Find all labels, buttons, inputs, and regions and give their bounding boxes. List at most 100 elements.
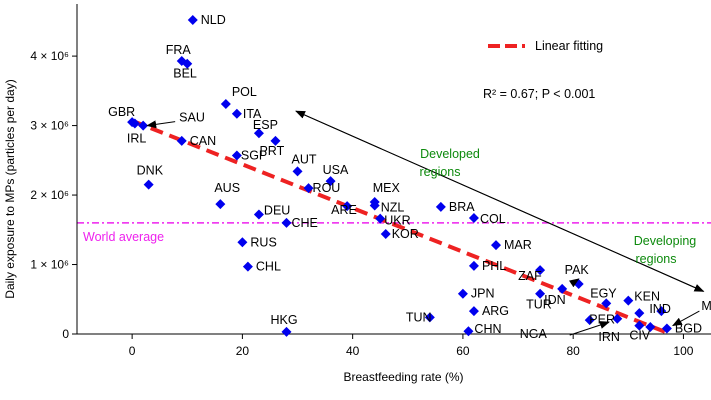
- point-label: TUN: [406, 310, 432, 324]
- point-label: POL: [232, 85, 257, 99]
- developing-label-2: regions: [636, 252, 677, 266]
- point-label: FRA: [166, 43, 192, 57]
- developed-label: Developed: [420, 147, 480, 161]
- fit-stats: R² = 0.67; P < 0.001: [483, 87, 595, 101]
- trend-arrow-reverse: [295, 110, 704, 292]
- point-label: COL: [480, 212, 506, 226]
- sau-leader-arrow: [146, 120, 176, 129]
- point-label: DNK: [137, 164, 164, 178]
- data-point-tun: [424, 312, 435, 323]
- point-label: NLD: [201, 13, 226, 27]
- point-label: HKG: [270, 313, 297, 327]
- point-label: IND: [649, 302, 671, 316]
- developing-label: Developing: [634, 234, 697, 248]
- data-point-nga: [584, 315, 595, 326]
- point-label: SAU: [179, 111, 205, 125]
- data-point-civ: [634, 320, 645, 331]
- world-average-label: World average: [83, 230, 164, 244]
- point-label: RUS: [250, 235, 276, 249]
- data-point-zaf: [535, 265, 546, 276]
- point-label: KOR: [392, 227, 419, 241]
- x-tick-label: 40: [346, 344, 360, 358]
- point-label: ARE: [331, 203, 357, 217]
- point-label: BRA: [449, 200, 475, 214]
- legend-fit-label: Linear fitting: [535, 39, 603, 53]
- data-point-idn: [557, 283, 568, 294]
- point-label: CHE: [291, 216, 317, 230]
- data-point-deu: [253, 209, 264, 220]
- data-point-ind: [634, 308, 645, 319]
- linear-fit-line: [131, 118, 668, 335]
- data-point-hkg: [281, 326, 292, 337]
- data-point-jpn: [457, 288, 468, 299]
- data-point-esp: [253, 128, 264, 139]
- point-label: ZAF: [518, 269, 542, 283]
- data-point-mar: [490, 240, 501, 251]
- point-label: IDN: [544, 293, 566, 307]
- data-point-arg: [468, 306, 479, 317]
- point-label: DEU: [264, 204, 290, 218]
- point-label: EGY: [590, 286, 617, 300]
- data-point-sgp: [231, 150, 242, 161]
- data-point-can: [176, 135, 187, 146]
- point-label: UKR: [384, 214, 410, 228]
- point-label: USA: [323, 163, 349, 177]
- point-label: PAK: [565, 263, 590, 277]
- developed-label-2: regions: [420, 165, 461, 179]
- data-point-usa: [325, 176, 336, 187]
- x-tick-label: 0: [129, 344, 136, 358]
- mys-leader-arrow: [672, 310, 700, 327]
- data-point-bra: [435, 201, 446, 212]
- data-point-chn: [463, 326, 474, 337]
- x-tick-label: 60: [456, 344, 470, 358]
- point-label: BEL: [173, 67, 197, 81]
- data-point-bel: [182, 58, 193, 69]
- point-label: BGD: [675, 321, 702, 335]
- data-point-irl: [129, 118, 140, 129]
- data-point-ukr: [375, 213, 386, 224]
- y-tick-label: 1 × 10⁶: [30, 258, 69, 272]
- data-point-che: [281, 217, 292, 228]
- data-point-rou: [303, 183, 314, 194]
- data-point-chl: [242, 261, 253, 272]
- data-point-pol: [220, 99, 231, 110]
- data-point-mys: [656, 306, 667, 317]
- point-label: IRL: [127, 131, 147, 145]
- data-point-nzl: [369, 200, 380, 211]
- data-point-bgd: [661, 323, 672, 334]
- point-label: MAR: [504, 238, 532, 252]
- data-point-aus: [215, 199, 226, 210]
- point-label: AUS: [214, 181, 240, 195]
- x-tick-label: 20: [236, 344, 250, 358]
- point-label: GBR: [108, 105, 135, 119]
- point-label: ESP: [253, 118, 278, 132]
- x-axis-title: Breastfeeding rate (%): [343, 370, 463, 384]
- data-point-nld: [187, 14, 198, 25]
- data-point-rus: [237, 237, 248, 248]
- point-label: SGP: [241, 148, 267, 162]
- data-point-ken: [623, 295, 634, 306]
- point-label: IRN: [598, 330, 620, 344]
- data-point-aut: [292, 166, 303, 177]
- data-point-irn: [645, 322, 656, 333]
- data-point-phl: [468, 260, 479, 271]
- point-label: CHN: [474, 322, 501, 336]
- x-tick-label: 80: [566, 344, 580, 358]
- y-tick-label: 4 × 10⁶: [30, 49, 69, 63]
- point-label: PRT: [259, 144, 284, 158]
- point-label: PHL: [482, 259, 506, 273]
- data-point-pak: [573, 278, 584, 289]
- y-tick-label: 3 × 10⁶: [30, 119, 69, 133]
- data-point-sau: [138, 120, 149, 131]
- pak-leader-arrow: [568, 278, 580, 288]
- y-tick-label: 2 × 10⁶: [30, 188, 69, 202]
- data-point-tur: [535, 288, 546, 299]
- point-label: MYS: [701, 299, 711, 313]
- point-label: ROU: [313, 181, 341, 195]
- point-label: TUR: [526, 298, 552, 312]
- data-point-kor: [380, 228, 391, 239]
- point-label: AUT: [292, 152, 317, 166]
- point-label: ARG: [482, 304, 509, 318]
